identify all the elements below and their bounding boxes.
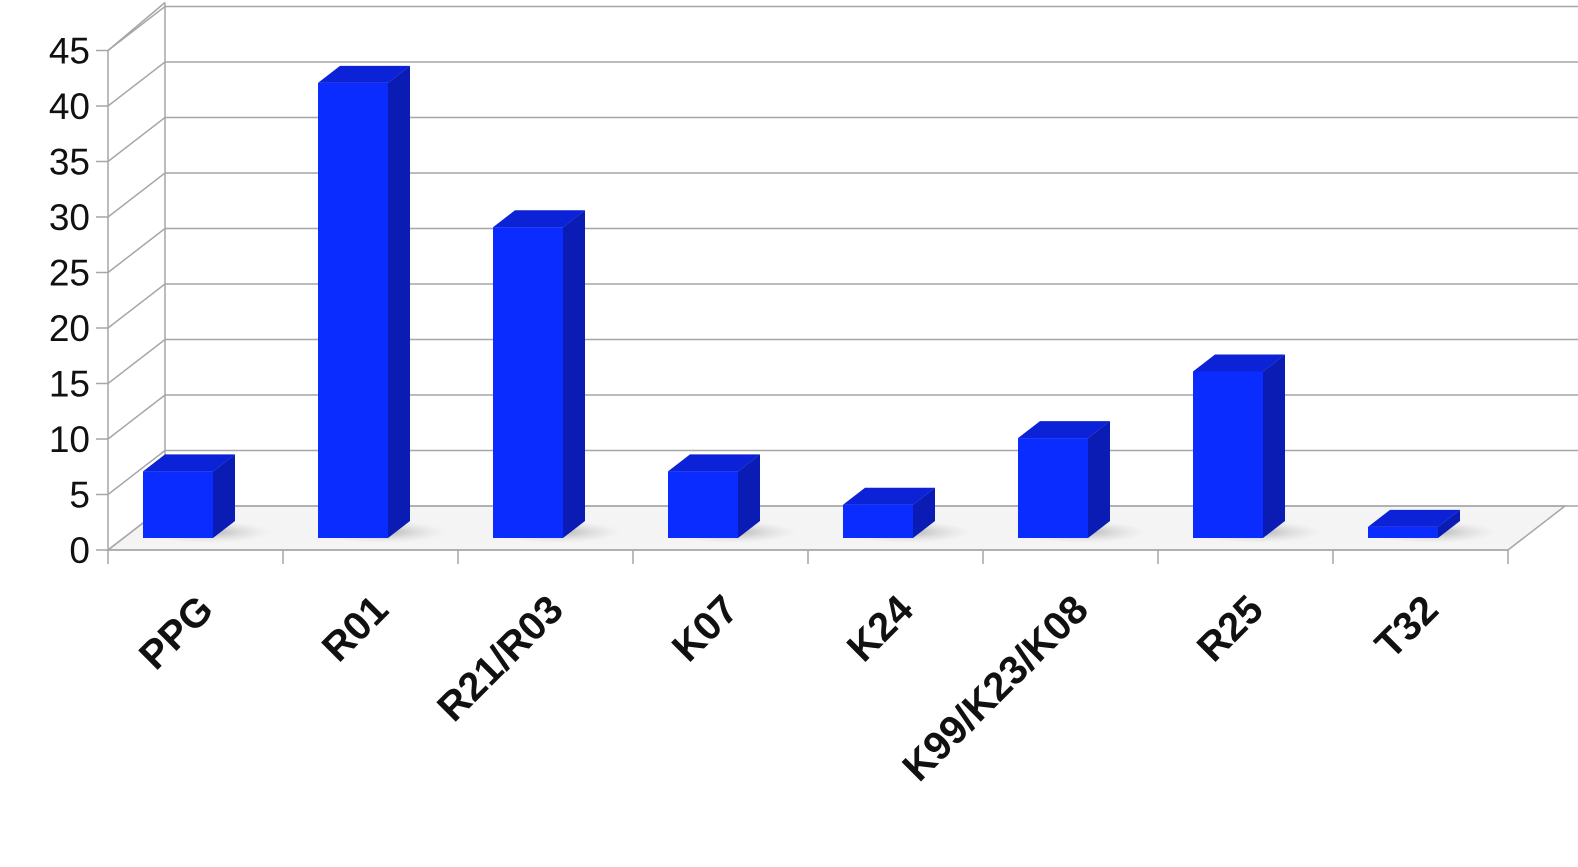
- x-category-label: K07: [664, 587, 747, 670]
- bar-front: [1368, 526, 1438, 538]
- bar-side: [1263, 354, 1285, 538]
- bar-front: [143, 471, 213, 538]
- bar-r01: [318, 65, 446, 543]
- bar-front: [668, 471, 738, 538]
- y-tick-label: 15: [49, 364, 90, 405]
- bar-k07: [668, 454, 796, 543]
- y-tick-label: 35: [49, 142, 90, 183]
- bar-side: [388, 65, 410, 539]
- y-tick-label: 40: [49, 86, 90, 127]
- y-tick-label: 20: [49, 308, 90, 349]
- x-category-label: R01: [314, 587, 397, 670]
- bar-t32: [1368, 509, 1496, 543]
- x-category-label: PPG: [131, 587, 222, 678]
- bar-top: [668, 454, 760, 472]
- bar-top: [1018, 421, 1110, 439]
- bars: [143, 65, 1496, 543]
- bar-top: [493, 210, 585, 228]
- bar-front: [493, 227, 563, 538]
- bar-k24: [843, 487, 971, 543]
- y-tick-label: 5: [69, 475, 90, 516]
- x-category-label: K99/K23/K08: [894, 587, 1096, 789]
- bar-side: [563, 210, 585, 538]
- bar-top: [318, 65, 410, 83]
- bar-top: [143, 454, 235, 472]
- bar-top: [1368, 509, 1460, 527]
- bar-side: [913, 487, 935, 538]
- bar-r25: [1193, 354, 1321, 543]
- axes: [96, 1, 1509, 564]
- y-tick-label: 0: [69, 530, 90, 571]
- x-category-label: K24: [839, 587, 923, 671]
- top-edge: [107, 1, 166, 52]
- y-tick-label: 45: [49, 31, 90, 72]
- bar-side: [213, 454, 235, 538]
- bar-top: [843, 487, 935, 505]
- bar-front: [318, 82, 388, 539]
- x-category-label: T32: [1367, 587, 1447, 667]
- bar-r21-r03: [493, 210, 621, 543]
- bar-front: [1193, 371, 1263, 538]
- bar-side: [1088, 421, 1110, 538]
- bar-ppg: [143, 454, 271, 543]
- x-category-label: R25: [1189, 587, 1272, 670]
- bar-side: [738, 454, 760, 538]
- gridline: [107, 5, 1578, 52]
- y-tick-label: 10: [49, 419, 90, 460]
- y-axis-tick-labels: 0 5 10 15 20 25 30 35 40 45: [49, 31, 90, 572]
- y-tick-label: 25: [49, 253, 90, 294]
- bar-k99-k23-k08: [1018, 421, 1146, 543]
- bar-front: [843, 504, 913, 538]
- x-category-label: R21/R03: [429, 587, 572, 730]
- bar-front: [1018, 438, 1088, 538]
- bar-top: [1193, 354, 1285, 372]
- y-tick-label: 30: [49, 197, 90, 238]
- bar-side: [1438, 509, 1460, 538]
